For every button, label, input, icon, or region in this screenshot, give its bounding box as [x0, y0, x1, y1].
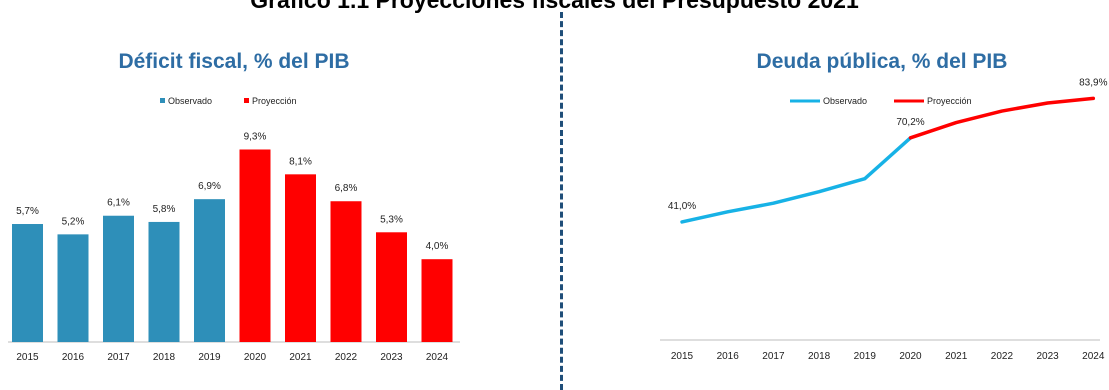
deuda-line-observado	[680, 136, 913, 224]
deuda-data-label-2020: 70,2%	[896, 117, 924, 128]
deficit-bar-2015	[12, 224, 43, 342]
deuda-legend: Observado Proyección	[790, 96, 972, 106]
legend-label-observado: Observado	[168, 96, 212, 106]
deficit-x-tick-2018: 2018	[153, 352, 176, 363]
legend-swatch-proyeccion	[244, 98, 249, 103]
chart-divider	[560, 12, 563, 390]
deuda-x-tick-2016: 2016	[717, 351, 740, 362]
deficit-x-tick-2022: 2022	[335, 352, 358, 363]
deficit-bar-2016	[57, 234, 89, 342]
page-title: Gráfico 1.1 Proyecciones fiscales del Pr…	[250, 0, 859, 13]
deficit-bar-2022	[330, 201, 362, 342]
deficit-bar-2018	[148, 221, 180, 342]
legend-label-proyeccion: Proyección	[927, 96, 972, 106]
deuda-data-label-2024: 83,9%	[1079, 77, 1107, 88]
deficit-x-tick-2019: 2019	[198, 352, 221, 363]
deficit-data-label-2021: 8,1%	[289, 156, 312, 167]
deuda-x-tick-2023: 2023	[1036, 351, 1059, 362]
deuda-x-tick-2018: 2018	[808, 351, 831, 362]
deficit-bar-2021	[285, 174, 316, 342]
legend-swatch-observado	[160, 98, 165, 103]
deuda-x-tick-2022: 2022	[991, 351, 1014, 362]
deficit-bar-2023	[376, 232, 407, 342]
deficit-data-label-2018: 5,8%	[153, 204, 176, 215]
deficit-x-tick-2017: 2017	[107, 352, 130, 363]
deuda-data-label-2015: 41,0%	[668, 201, 696, 212]
deuda-line-chart: Deuda pública, % del PIB Observado Proye…	[660, 50, 1108, 362]
deuda-x-tick-2017: 2017	[762, 351, 785, 362]
deficit-x-tick-2024: 2024	[426, 352, 449, 363]
deficit-chart-title: Déficit fiscal, % del PIB	[118, 50, 349, 73]
deficit-bar-2020	[239, 149, 271, 342]
deficit-bar-chart: Déficit fiscal, % del PIB Observado Proy…	[8, 50, 460, 363]
deficit-bar-2017	[103, 215, 134, 342]
deuda-x-tick-2020: 2020	[899, 351, 922, 362]
deficit-data-label-2017: 6,1%	[107, 198, 130, 209]
deficit-bar-2019	[194, 199, 225, 342]
deuda-x-tick-2021: 2021	[945, 351, 968, 362]
deficit-data-label-2019: 6,9%	[198, 181, 221, 192]
deficit-x-tick-2023: 2023	[380, 352, 403, 363]
deuda-chart-title: Deuda pública, % del PIB	[757, 50, 1008, 73]
deuda-x-tick-2024: 2024	[1082, 351, 1105, 362]
deuda-x-tick-2019: 2019	[854, 351, 877, 362]
deficit-data-label-2015: 5,7%	[16, 206, 39, 217]
legend-label-observado: Observado	[823, 96, 867, 106]
deficit-bar-2024	[421, 259, 453, 342]
legend-label-proyeccion: Proyección	[252, 96, 297, 106]
deficit-legend: Observado Proyección	[160, 96, 297, 106]
deficit-data-label-2024: 4,0%	[426, 241, 449, 252]
deficit-data-label-2020: 9,3%	[244, 131, 267, 142]
deficit-data-label-2023: 5,3%	[380, 214, 403, 225]
deuda-line-proyeccion	[908, 96, 1096, 140]
deficit-x-tick-2020: 2020	[244, 352, 267, 363]
deficit-x-tick-2021: 2021	[289, 352, 312, 363]
deficit-data-label-2022: 6,8%	[335, 183, 358, 194]
deficit-data-label-2016: 5,2%	[62, 216, 85, 227]
deficit-x-tick-2015: 2015	[16, 352, 39, 363]
deuda-x-tick-2015: 2015	[671, 351, 694, 362]
deficit-x-tick-2016: 2016	[62, 352, 85, 363]
